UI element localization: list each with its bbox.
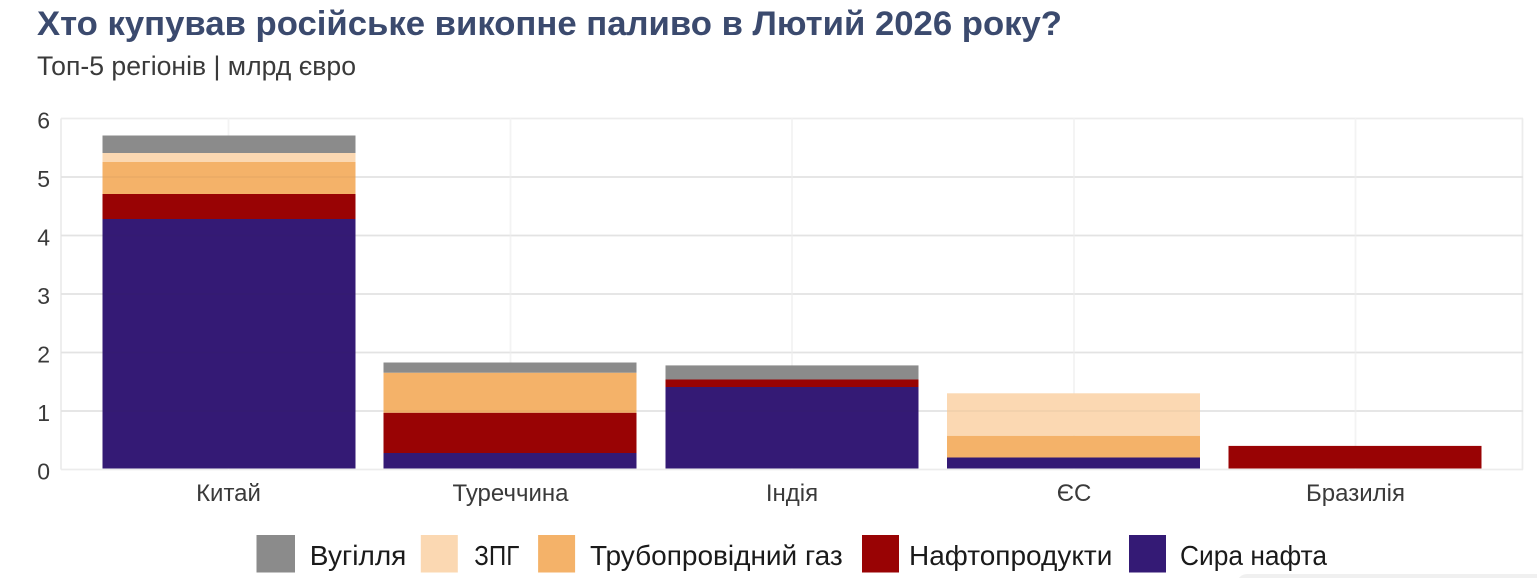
svg-text:0: 0 [37, 459, 50, 485]
svg-text:Вугілля: Вугілля [310, 540, 407, 571]
svg-text:Сира нафта: Сира нафта [1180, 540, 1327, 571]
svg-text:2: 2 [37, 342, 50, 368]
svg-text:Бразилія: Бразилія [1306, 480, 1405, 507]
svg-text:Хто купував російське викопне: Хто купував російське викопне паливо в Л… [37, 5, 1062, 43]
svg-text:3: 3 [37, 283, 50, 309]
svg-text:6: 6 [37, 108, 50, 134]
svg-text:Трубопровідний газ: Трубопровідний газ [590, 540, 843, 571]
svg-text:Нафтопродукти: Нафтопродукти [909, 540, 1112, 571]
svg-text:ЗПГ: ЗПГ [474, 540, 519, 571]
svg-text:Топ-5 регіонів | млрд євро: Топ-5 регіонів | млрд євро [37, 51, 356, 81]
svg-text:Туреччина: Туреччина [453, 480, 570, 507]
svg-text:1: 1 [37, 400, 50, 426]
svg-text:Індія: Індія [766, 480, 818, 507]
svg-text:ЄС: ЄС [1057, 480, 1092, 507]
svg-text:4: 4 [37, 225, 50, 251]
svg-text:Китай: Китай [196, 480, 261, 507]
svg-text:5: 5 [37, 166, 50, 192]
